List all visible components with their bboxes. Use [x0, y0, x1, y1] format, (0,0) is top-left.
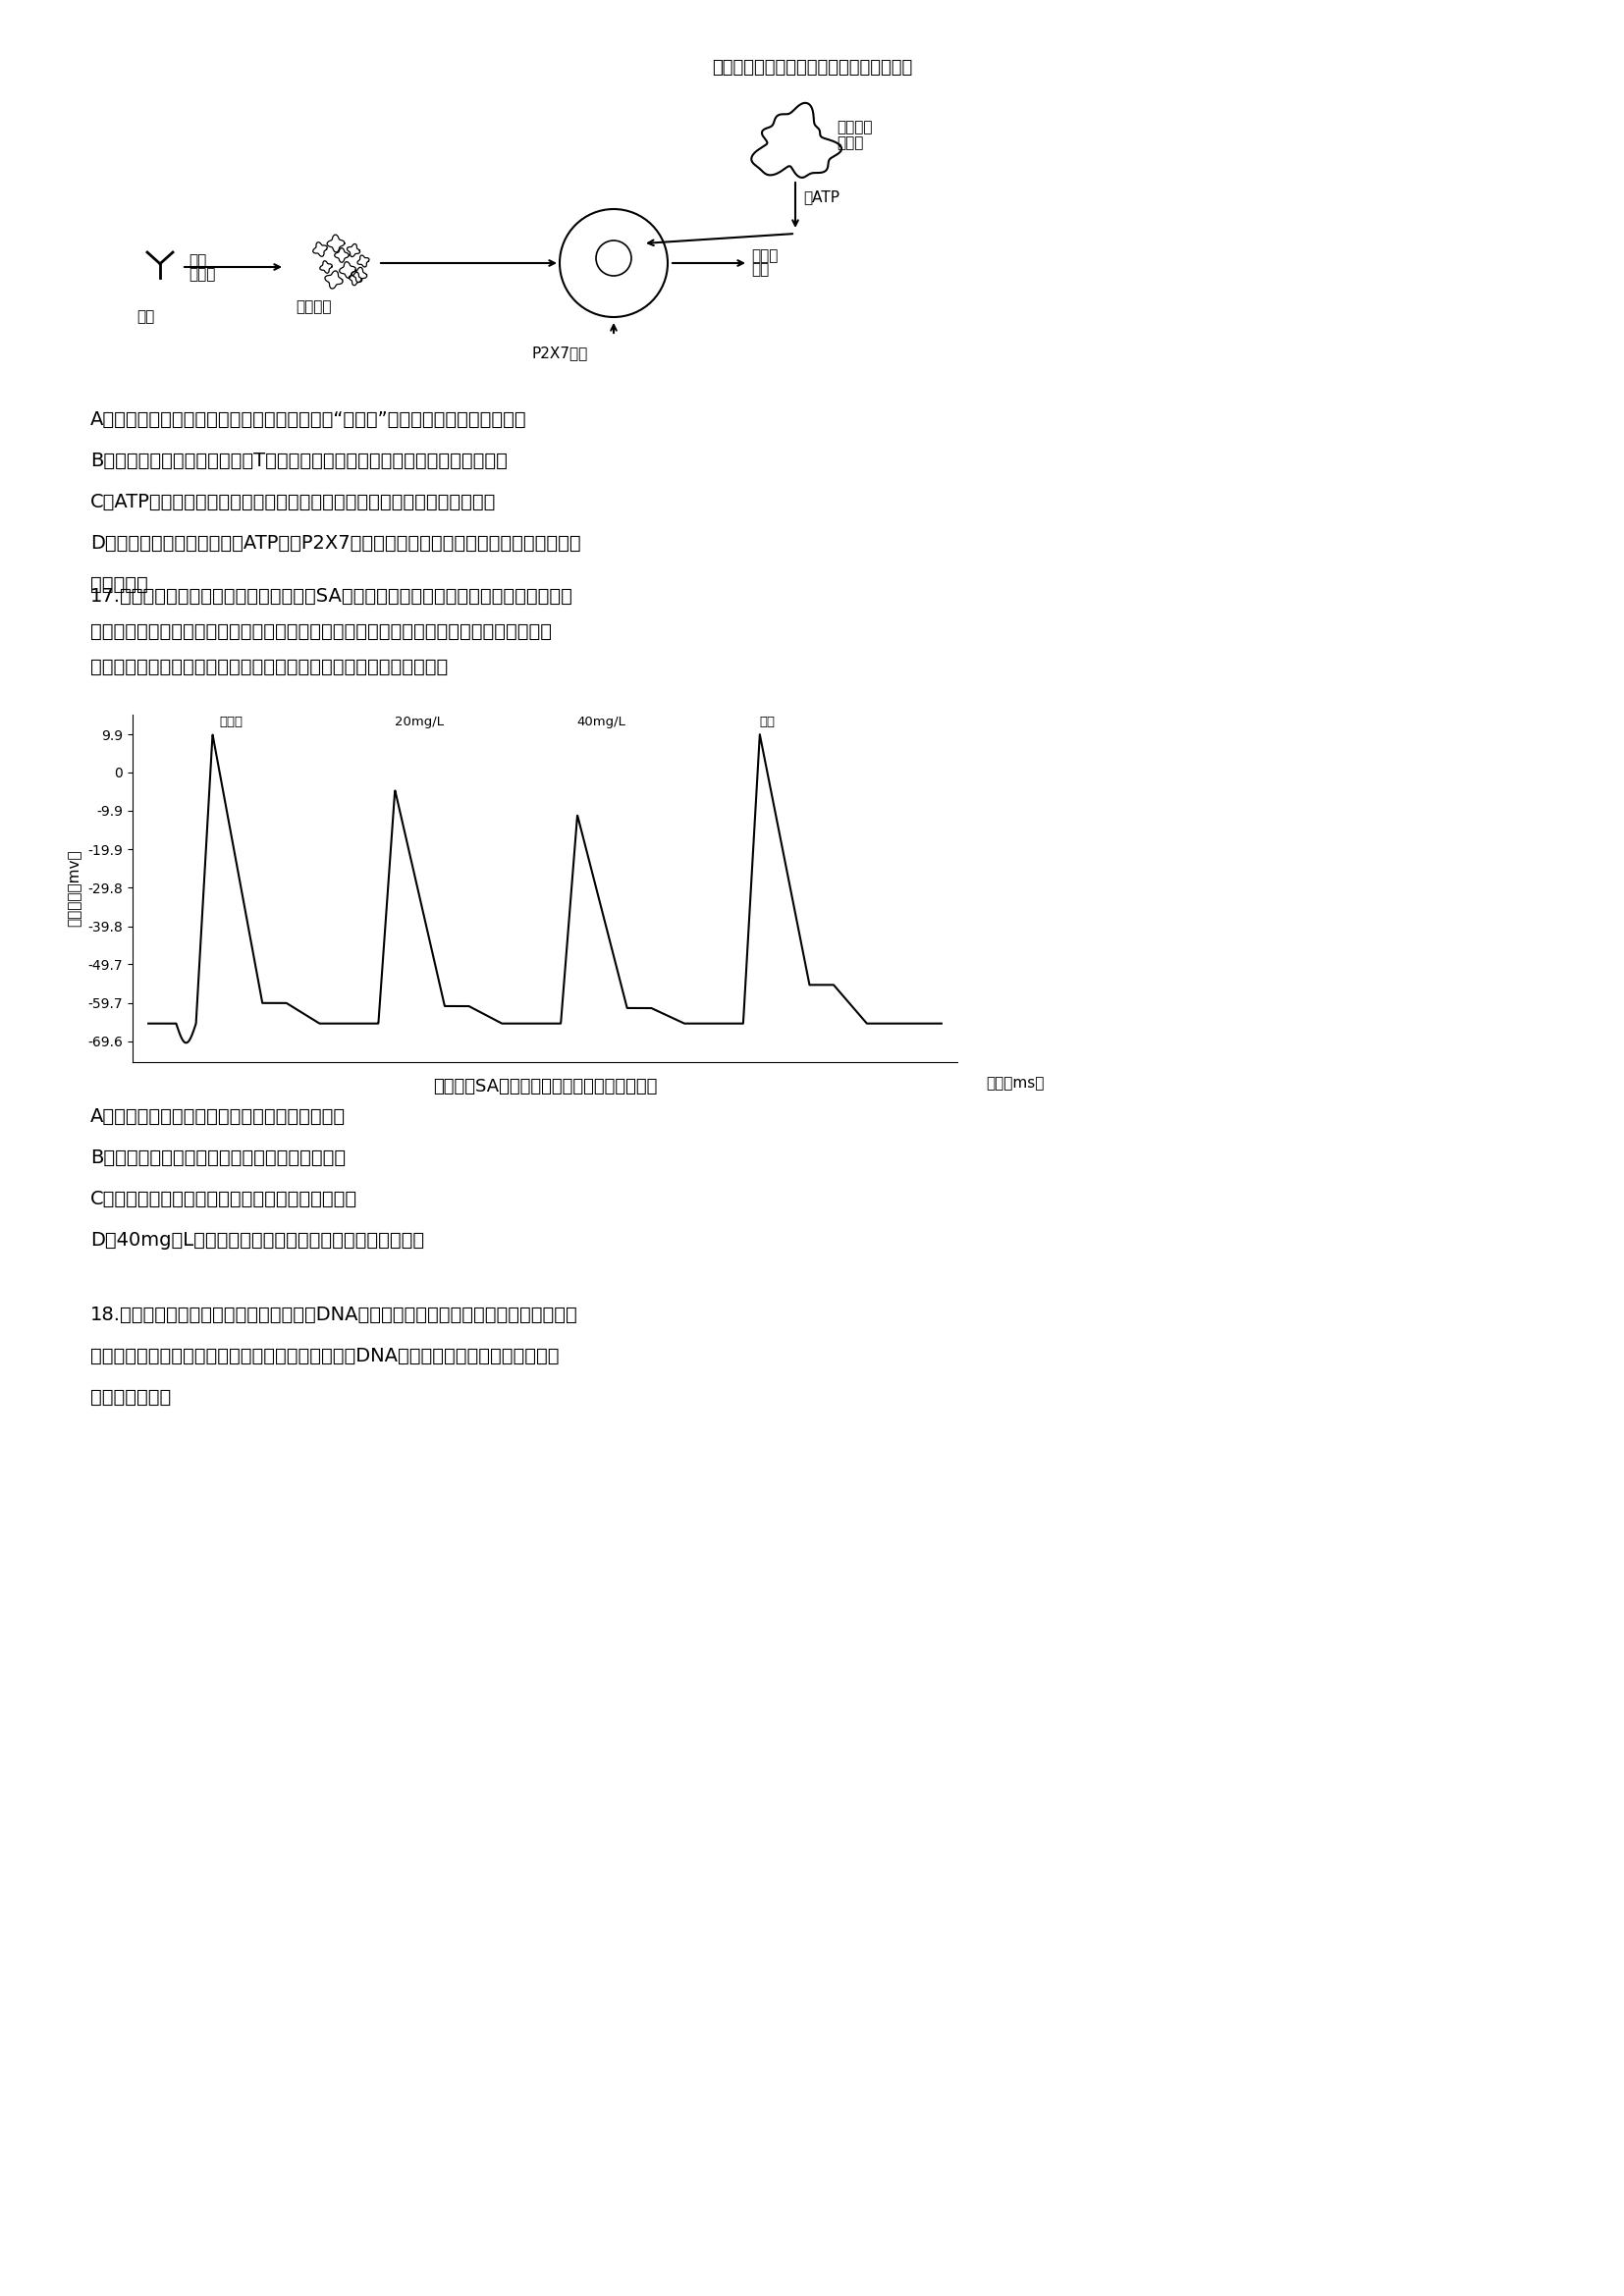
Text: 死细胞: 死细胞	[836, 135, 864, 149]
Text: 对照组: 对照组	[219, 716, 244, 728]
X-axis label: 时间（ms）: 时间（ms）	[986, 1077, 1044, 1091]
Text: 损伤或频: 损伤或频	[836, 119, 872, 135]
Text: C．黄芪皂生对豚鼠乳头肌膜蛋白的作用是可恢复的: C．黄芪皂生对豚鼠乳头肌膜蛋白的作用是可恢复的	[91, 1189, 357, 1208]
Text: 乳头肌动作电位的幅度及时程的变化，据图分析，相关叙述中正确的是: 乳头肌动作电位的幅度及时程的变化，据图分析，相关叙述中正确的是	[91, 657, 448, 677]
Text: A．黄芪皂苷的作用效果与使用剂量有一定的关系: A．黄芪皂苷的作用效果与使用剂量有一定的关系	[91, 1107, 346, 1125]
Text: D．纳米抗体的作用机理是与ATP争夺P2X7受体，抑制细胞因子的合成和分泌，从而阻止: D．纳米抗体的作用机理是与ATP争夺P2X7受体，抑制细胞因子的合成和分泌，从而…	[91, 535, 581, 553]
Text: 不同浓度SA对豚鼠乳头肌细胞动作电位的影响: 不同浓度SA对豚鼠乳头肌细胞动作电位的影响	[434, 1077, 658, 1095]
Text: 纳米抗体: 纳米抗体	[296, 298, 333, 315]
Text: 18.肠杆菌经溶菌酶和洗浤剂处理后，拟核DNA就会缠绕在细胞壁碎片上，静置一段时间，: 18.肠杆菌经溶菌酶和洗浤剂处理后，拟核DNA就会缠绕在细胞壁碎片上，静置一段时…	[91, 1306, 578, 1325]
Text: 粉ATP: 粉ATP	[804, 191, 840, 204]
Text: 处理: 处理	[188, 253, 206, 269]
Text: 碎片化: 碎片化	[188, 266, 216, 282]
Text: 关注河北高考早知道，领取更多试卷答案！: 关注河北高考早知道，领取更多试卷答案！	[711, 60, 913, 76]
Text: 炎症的发生: 炎症的发生	[91, 576, 148, 595]
Text: 40mg/L: 40mg/L	[577, 716, 625, 728]
Text: D．40mg／L的黄芪皂生对钖离子的外流可能具有促进作用: D．40mg／L的黄芪皂生对钖离子的外流可能具有促进作用	[91, 1231, 424, 1249]
Text: 洗脱: 洗脱	[758, 716, 775, 728]
Text: 抗体: 抗体	[136, 310, 154, 324]
Text: 无炎症: 无炎症	[752, 248, 778, 264]
Text: A．纳米抗体是由抗体碎片化形成的多肽片段，“碎片化”可能是经过了蛋白酶处理。: A．纳米抗体是由抗体碎片化形成的多肽片段，“碎片化”可能是经过了蛋白酶处理。	[91, 411, 526, 429]
Text: B．推测靶细胞很可能是辅助性T细胞，其分泌的免疫活性物质有细胞因子和抗体: B．推测靶细胞很可能是辅助性T细胞，其分泌的免疫活性物质有细胞因子和抗体	[91, 452, 507, 471]
Text: 的分析错误的是: 的分析错误的是	[91, 1389, 171, 1407]
Text: 17.为研究中药黄芪的活性成分黄芪皂生（SA）对乳头肌动作电位的影响，研究人员在适宜: 17.为研究中药黄芪的活性成分黄芪皂生（SA）对乳头肌动作电位的影响，研究人员在…	[91, 588, 573, 606]
Text: B．黄芪皂生可能通过抑制钓离子的内流发挥作用: B．黄芪皂生可能通过抑制钓离子的内流发挥作用	[91, 1148, 346, 1166]
Text: 20mg/L: 20mg/L	[395, 716, 443, 728]
Text: P2X7受体: P2X7受体	[531, 344, 588, 360]
Text: C．ATP不仅可以作为直接能源物质，在炎症状态下还可发挥信息分子的作用: C．ATP不仅可以作为直接能源物质，在炎症状态下还可发挥信息分子的作用	[91, 494, 497, 512]
Text: 发生: 发生	[752, 262, 770, 278]
Text: 环境下，使用不同浓度的黄芪皂生溶液对豚鼠乳头肌进行处理，给予一定强度刺激后，记录: 环境下，使用不同浓度的黄芪皂生溶液对豚鼠乳头肌进行处理，给予一定强度刺激后，记录	[91, 622, 552, 641]
Text: 质粒分布在上清液中。利用上述原理可初步获得质粒DNA。下列关于质粒的粗提取和鉴定: 质粒分布在上清液中。利用上述原理可初步获得质粒DNA。下列关于质粒的粗提取和鉴定	[91, 1348, 559, 1366]
Y-axis label: 动作电位（mv）: 动作电位（mv）	[68, 850, 83, 928]
